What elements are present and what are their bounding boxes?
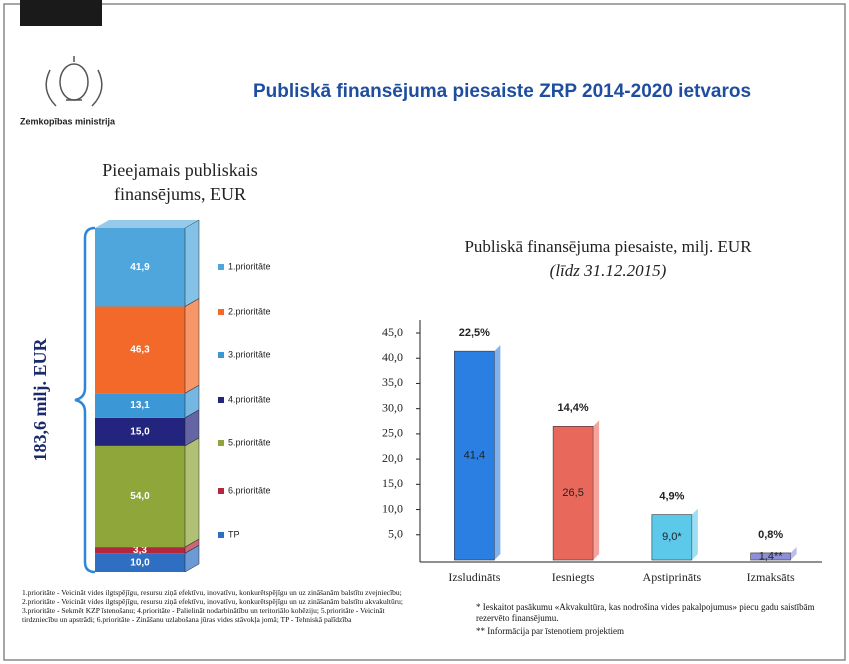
data-label: 1,4** [759, 550, 784, 562]
legend-label: TP [228, 529, 240, 539]
logo-text: Zemkopības ministrija [20, 116, 116, 126]
bar [454, 350, 495, 561]
bar-side [593, 420, 600, 560]
legend-label: 6.prioritāte [228, 485, 271, 495]
x-tick-label: Izsludināts [448, 570, 500, 584]
bar-segment [95, 306, 185, 394]
bar-side [691, 508, 698, 560]
legend-label: 3.prioritāte [228, 349, 271, 359]
x-tick-label: Iesniegts [552, 570, 595, 584]
legend-swatch [218, 352, 224, 358]
legend-label: 1.prioritāte [228, 261, 271, 271]
y-tick-label: 20,0 [382, 451, 403, 465]
data-label: 26,5 [562, 487, 583, 499]
chart-title: finansējums, EUR [114, 184, 246, 204]
bar-segment [95, 445, 185, 548]
chart-subtitle: (līdz 31.12.2015) [550, 261, 667, 280]
bar-side [184, 219, 200, 307]
bar-segment [95, 417, 185, 446]
bar [552, 426, 594, 561]
bar-side [184, 298, 200, 394]
data-label: 54,0 [130, 491, 150, 502]
bar-top [95, 220, 199, 228]
logo [45, 56, 103, 107]
data-label: 41,4 [464, 449, 485, 461]
share-label: 0,8% [758, 529, 783, 541]
y-tick-label: 30,0 [382, 400, 403, 414]
data-label: 41,9 [130, 262, 150, 273]
y-tick-label: 40,0 [382, 350, 403, 364]
data-label: 46,3 [130, 345, 150, 356]
bar-segment [95, 547, 185, 554]
bar-segment [95, 228, 185, 307]
chart-title: Pieejamais publiskais [102, 160, 257, 180]
y-tick-label: 10,0 [382, 501, 403, 515]
legend-swatch [218, 397, 224, 403]
footnote-left: 1.prioritāte - Veicināt vides ilgtspējīg… [22, 588, 404, 624]
bar [651, 514, 693, 561]
y-tick-label: 45,0 [382, 325, 403, 339]
legend-swatch [218, 264, 224, 270]
share-label: 22,5% [459, 327, 490, 339]
share-label: 14,4% [558, 402, 589, 414]
legend-label: 4.prioritāte [228, 394, 271, 404]
data-label: 13,1 [130, 400, 150, 411]
top-tab [20, 0, 102, 26]
legend-label: 5.prioritāte [228, 437, 271, 447]
y-tick-label: 35,0 [382, 375, 403, 389]
legend-label: 2.prioritāte [228, 306, 271, 316]
legend-swatch [218, 532, 224, 538]
legend-swatch [218, 309, 224, 315]
data-label: 3,3 [133, 545, 147, 556]
bar-segment [95, 553, 185, 572]
share-label: 4,9% [659, 491, 684, 503]
data-label: 10,0 [130, 557, 150, 568]
total-label: 183,6 milj. EUR [30, 338, 50, 462]
x-tick-label: Apstiprināts [643, 570, 702, 584]
y-tick-label: 25,0 [382, 426, 403, 440]
legend-swatch [218, 440, 224, 446]
footnote-right-1: * Ieskaitot pasākumu «Akvakultūra, kas n… [476, 602, 815, 623]
legend-swatch [218, 488, 224, 494]
y-tick-label: 5,0 [388, 527, 403, 541]
y-tick-label: 15,0 [382, 476, 403, 490]
footnote-right-2: ** Informācija par īstenotiem projektiem [476, 626, 624, 636]
chart-title: Publiskā finansējuma piesaiste, milj. EU… [464, 237, 752, 256]
bar-side [184, 437, 200, 548]
x-tick-label: Izmaksāts [747, 570, 795, 584]
bar-segment [95, 393, 185, 418]
bar-side [790, 546, 797, 560]
data-label: 15,0 [130, 426, 150, 437]
slide-title: Publiskā finansējuma piesaiste ZRP 2014-… [253, 81, 751, 102]
data-label: 9,0* [662, 531, 682, 543]
bar-side [494, 345, 501, 560]
bracket [74, 226, 96, 574]
